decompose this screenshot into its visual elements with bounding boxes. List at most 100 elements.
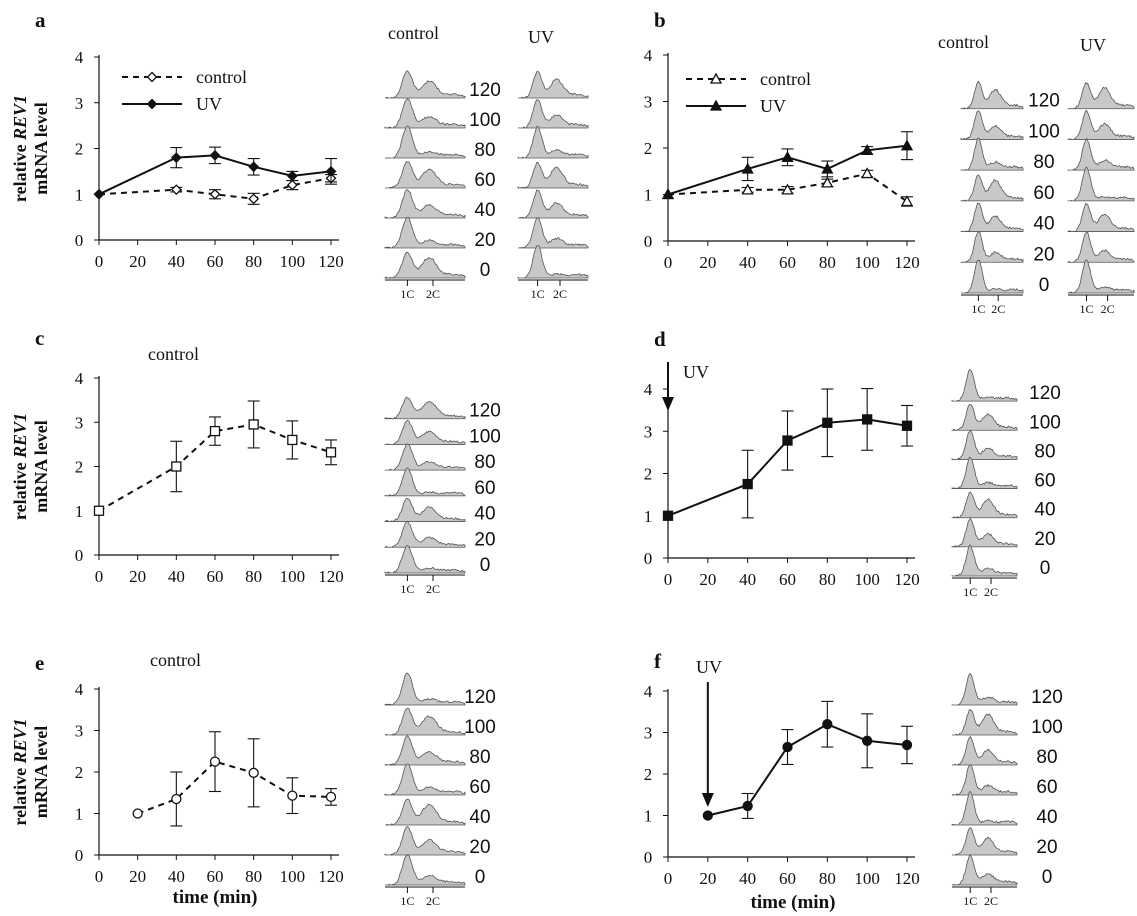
flow-time-label-120: 120 — [1031, 687, 1063, 708]
data-point-60 — [782, 435, 793, 446]
flow-time-label-0: 0 — [1039, 275, 1050, 296]
y-axis-label-line2: mRNA level — [31, 420, 51, 512]
flow-histogram-60 — [385, 161, 466, 189]
flow-time-label-40: 40 — [1033, 214, 1054, 235]
y-tick-label-4: 4 — [75, 48, 84, 67]
series-data — [662, 388, 913, 521]
data-point-120 — [901, 420, 913, 431]
y-axis-label-gene: REV1 — [10, 95, 30, 141]
data-point-120 — [900, 139, 914, 151]
flow-histogram-80 — [385, 125, 466, 159]
x-axis-label: time (min) — [751, 892, 836, 913]
x-tick-label-60: 60 — [207, 252, 224, 271]
flow-time-label-40: 40 — [474, 504, 495, 525]
x-tick-label-80: 80 — [819, 570, 836, 589]
series-data — [93, 400, 337, 516]
flow-histogram-40 — [384, 497, 466, 523]
data-point-100 — [861, 143, 874, 155]
y-tick-label-1: 1 — [75, 502, 84, 521]
panel-letter-c: c — [35, 326, 44, 350]
y-tick-label-0: 0 — [75, 231, 84, 250]
flow-dna-label-2C: 2C — [991, 302, 1005, 316]
data-point-100 — [287, 434, 298, 446]
data-point-80 — [821, 176, 834, 188]
data-point-120 — [901, 739, 913, 751]
flow-cytometry: 1C 2C 120 100 80 60 40 20 0 — [951, 673, 1063, 908]
legend-marker — [709, 99, 723, 111]
uv-arrow-head — [662, 397, 674, 411]
legend-label-uv: UV — [760, 96, 786, 116]
flow-dna-label-1C: 1C — [400, 582, 414, 596]
flow-histogram-0 — [951, 544, 1018, 577]
series-uv — [93, 146, 337, 200]
flow-dna-label-2C: 2C — [984, 585, 998, 599]
x-tick-label-20: 20 — [129, 867, 146, 886]
flow-histogram-120 — [384, 396, 466, 420]
flow-time-label-40: 40 — [474, 200, 495, 221]
x-tick-label-60: 60 — [779, 253, 796, 272]
flow-time-label-80: 80 — [1033, 152, 1054, 173]
flow-time-label-80: 80 — [474, 140, 495, 161]
panel-letter-e: e — [35, 651, 44, 675]
flow-histogram-60 — [384, 467, 466, 497]
series-line — [98, 177, 332, 200]
flow-time-label-60: 60 — [1034, 471, 1055, 492]
panel-letter-f: f — [654, 649, 662, 673]
data-point-40 — [742, 478, 753, 490]
data-point-120 — [325, 447, 337, 458]
flow-cytometry: 1C 2C 120 100 80 60 40 20 0 — [384, 396, 501, 596]
flow-histogram-20 — [518, 217, 589, 249]
x-tick-label-40: 40 — [168, 867, 185, 886]
flow-histogram-20 — [384, 826, 466, 856]
y-tick-label-3: 3 — [644, 724, 653, 743]
data-point-20 — [702, 810, 713, 821]
flow-time-label-120: 120 — [464, 687, 496, 708]
flow-cytometry: 1C 2C 120 100 80 60 40 20 0 — [951, 369, 1061, 599]
x-tick-label-20: 20 — [699, 253, 716, 272]
x-tick-label-0: 0 — [95, 252, 104, 271]
series-line — [137, 760, 332, 815]
y-tick-label-4: 4 — [644, 380, 653, 399]
flow-histogram-100 — [384, 707, 466, 736]
data-point-0 — [93, 505, 105, 516]
flow-time-label-60: 60 — [1036, 777, 1057, 798]
x-tick-label-0: 0 — [95, 567, 104, 586]
y-axis-label-prefix: relative — [10, 140, 30, 202]
data-point-60 — [782, 741, 793, 753]
y-axis-label-line2: mRNA level — [31, 726, 51, 818]
flow-time-label-80: 80 — [1036, 747, 1057, 768]
legend-label-uv: UV — [196, 94, 222, 114]
flow-histogram-120 — [960, 80, 1024, 110]
panel-letter-a: a — [35, 8, 46, 32]
x-tick-label-40: 40 — [739, 570, 756, 589]
data-point-40 — [741, 162, 754, 174]
panel-letter-b: b — [654, 8, 666, 32]
flow-histogram-20 — [1067, 231, 1135, 264]
x-tick-label-20: 20 — [129, 567, 146, 586]
data-point-60 — [209, 149, 221, 161]
flow-histogram-0 — [961, 259, 1024, 294]
data-point-40 — [171, 461, 182, 472]
flow-time-label-20: 20 — [1036, 837, 1057, 858]
legend-marker — [146, 71, 158, 83]
series-control — [93, 172, 337, 205]
flow-time-label-20: 20 — [1034, 529, 1055, 550]
flow-time-label-60: 60 — [469, 777, 490, 798]
y-tick-label-2: 2 — [75, 458, 84, 477]
y-axis-label-gene: REV1 — [10, 413, 30, 459]
flow-dna-label-2C: 2C — [426, 287, 440, 301]
flow-time-label-20: 20 — [474, 230, 495, 251]
x-tick-label-40: 40 — [739, 253, 756, 272]
flow-histogram-0 — [1067, 259, 1135, 294]
x-tick-label-40: 40 — [168, 567, 185, 586]
flow-histogram-60 — [1067, 166, 1135, 202]
series-line — [667, 418, 908, 517]
flow-histogram-100 — [951, 404, 1018, 431]
data-point-40 — [741, 183, 754, 195]
series-data — [132, 731, 337, 827]
y-tick-label-3: 3 — [644, 93, 653, 112]
flow-time-label-100: 100 — [1029, 412, 1061, 433]
flow-dna-label-1C: 1C — [400, 287, 414, 301]
y-tick-label-0: 0 — [75, 546, 84, 565]
